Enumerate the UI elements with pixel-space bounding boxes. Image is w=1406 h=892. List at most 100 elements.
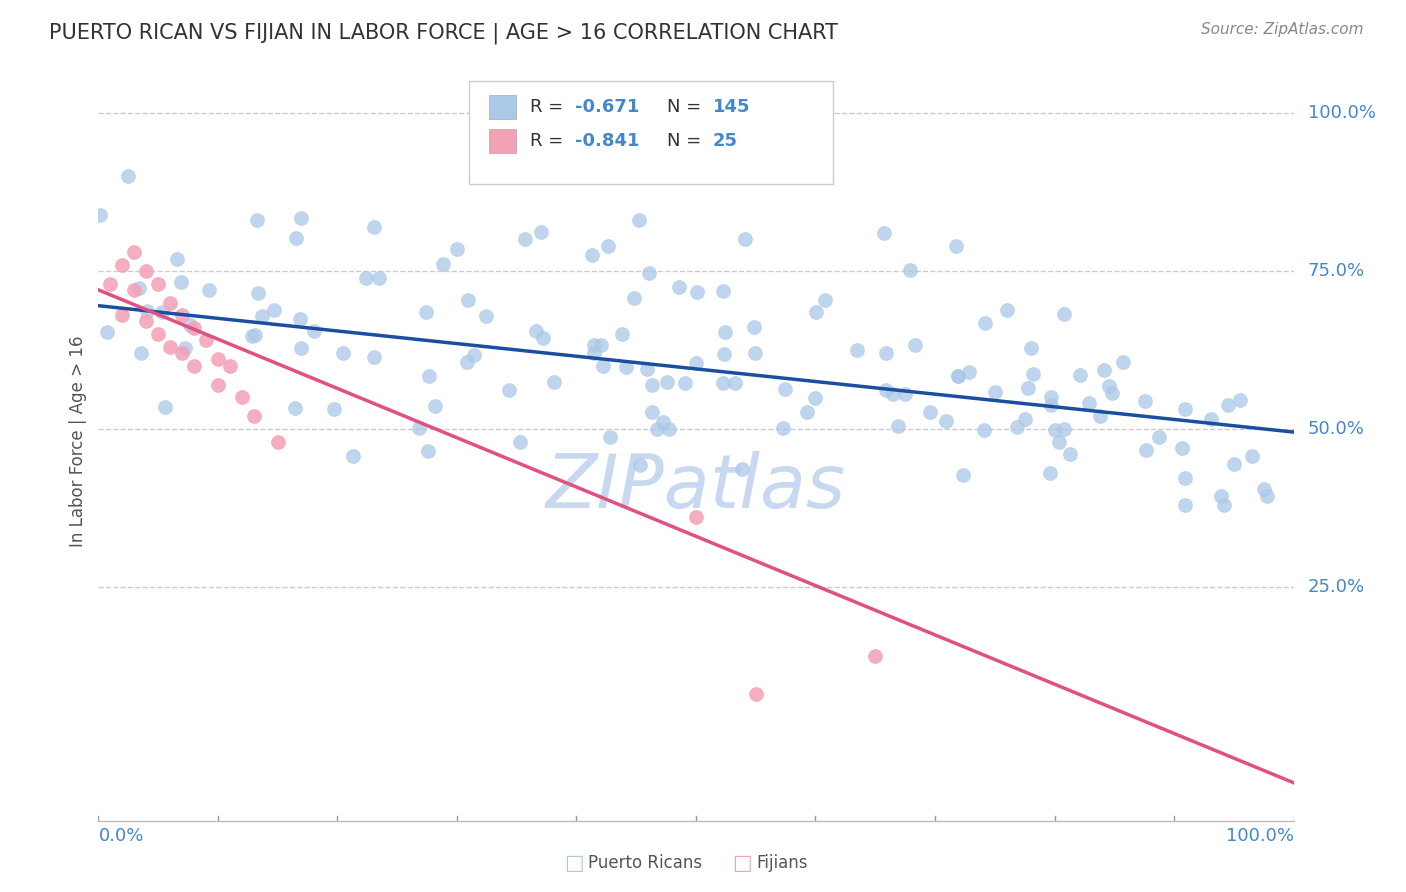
Point (636, 362, 658, 376)
Point (686, 285, 709, 299)
Point (111, 308, 134, 322)
Point (627, 213, 650, 227)
Point (1135, 442, 1157, 457)
Point (614, 359, 637, 374)
Point (290, 211, 312, 226)
Point (98, 277, 122, 291)
Text: 75.0%: 75.0% (1308, 262, 1365, 280)
Point (354, 270, 377, 285)
Point (920, 405, 942, 419)
Point (159, 340, 181, 354)
Point (173, 342, 195, 356)
Point (1039, 398, 1062, 412)
Point (731, 462, 754, 476)
Point (463, 348, 485, 362)
Point (711, 284, 734, 298)
Text: Puerto Ricans: Puerto Ricans (588, 854, 702, 871)
Point (1213, 498, 1236, 512)
Point (612, 327, 634, 342)
Point (744, 346, 766, 360)
Point (714, 326, 737, 340)
Point (882, 386, 904, 401)
Point (267, 434, 290, 449)
Point (1053, 307, 1076, 321)
Point (1101, 386, 1123, 401)
Point (148, 327, 170, 342)
Point (596, 238, 619, 252)
Point (128, 281, 150, 295)
Point (246, 213, 269, 227)
Point (136, 303, 159, 318)
Point (124, 283, 146, 297)
Point (1229, 392, 1251, 407)
Point (363, 219, 385, 234)
Point (946, 369, 969, 384)
Point (1047, 435, 1070, 450)
Point (974, 316, 997, 330)
Point (1111, 355, 1133, 369)
Point (1017, 381, 1039, 395)
Point (873, 226, 896, 240)
Point (1039, 390, 1062, 404)
Point (456, 355, 478, 369)
Point (1256, 489, 1278, 503)
Point (240, 329, 263, 343)
Point (243, 409, 266, 424)
Point (231, 390, 253, 404)
Point (524, 324, 547, 338)
Point (658, 422, 681, 436)
Point (599, 430, 621, 444)
Point (713, 347, 735, 361)
Text: N =: N = (668, 132, 707, 150)
Point (772, 420, 794, 434)
Text: Source: ZipAtlas.com: Source: ZipAtlas.com (1201, 22, 1364, 37)
Point (1223, 457, 1246, 471)
Y-axis label: In Labor Force | Age > 16: In Labor Force | Age > 16 (69, 335, 87, 548)
Point (1077, 396, 1099, 410)
Point (153, 400, 176, 414)
Point (875, 345, 897, 359)
Point (1069, 368, 1091, 383)
Point (894, 387, 917, 401)
Point (814, 293, 837, 308)
Point (150, 305, 173, 319)
FancyBboxPatch shape (489, 129, 516, 153)
Point (592, 359, 614, 374)
Point (288, 311, 311, 326)
Point (179, 318, 201, 332)
Point (1240, 449, 1263, 463)
Point (1043, 423, 1066, 437)
Point (1216, 398, 1239, 412)
Point (583, 338, 606, 352)
Point (183, 359, 205, 373)
Point (159, 295, 181, 310)
Point (1201, 411, 1223, 425)
Point (332, 346, 354, 360)
Point (628, 458, 651, 473)
Point (111, 258, 134, 272)
Point (673, 376, 696, 390)
Text: N =: N = (668, 98, 707, 116)
Point (641, 405, 664, 419)
Point (498, 383, 520, 397)
Text: 145: 145 (713, 98, 751, 116)
Point (515, 232, 537, 246)
Point (475, 309, 498, 323)
FancyBboxPatch shape (470, 81, 834, 184)
Point (117, 169, 139, 184)
Point (711, 376, 734, 391)
Point (207, 377, 229, 392)
Point (302, 324, 325, 338)
Text: R =: R = (530, 132, 569, 150)
Point (952, 467, 974, 482)
Point (1088, 409, 1111, 423)
Point (1014, 412, 1036, 426)
Text: Fijians: Fijians (756, 854, 808, 871)
Point (1098, 379, 1121, 393)
Point (685, 510, 707, 524)
Point (984, 385, 1007, 400)
Point (1092, 363, 1115, 377)
Point (342, 449, 364, 463)
Point (865, 649, 887, 664)
Point (946, 368, 969, 383)
